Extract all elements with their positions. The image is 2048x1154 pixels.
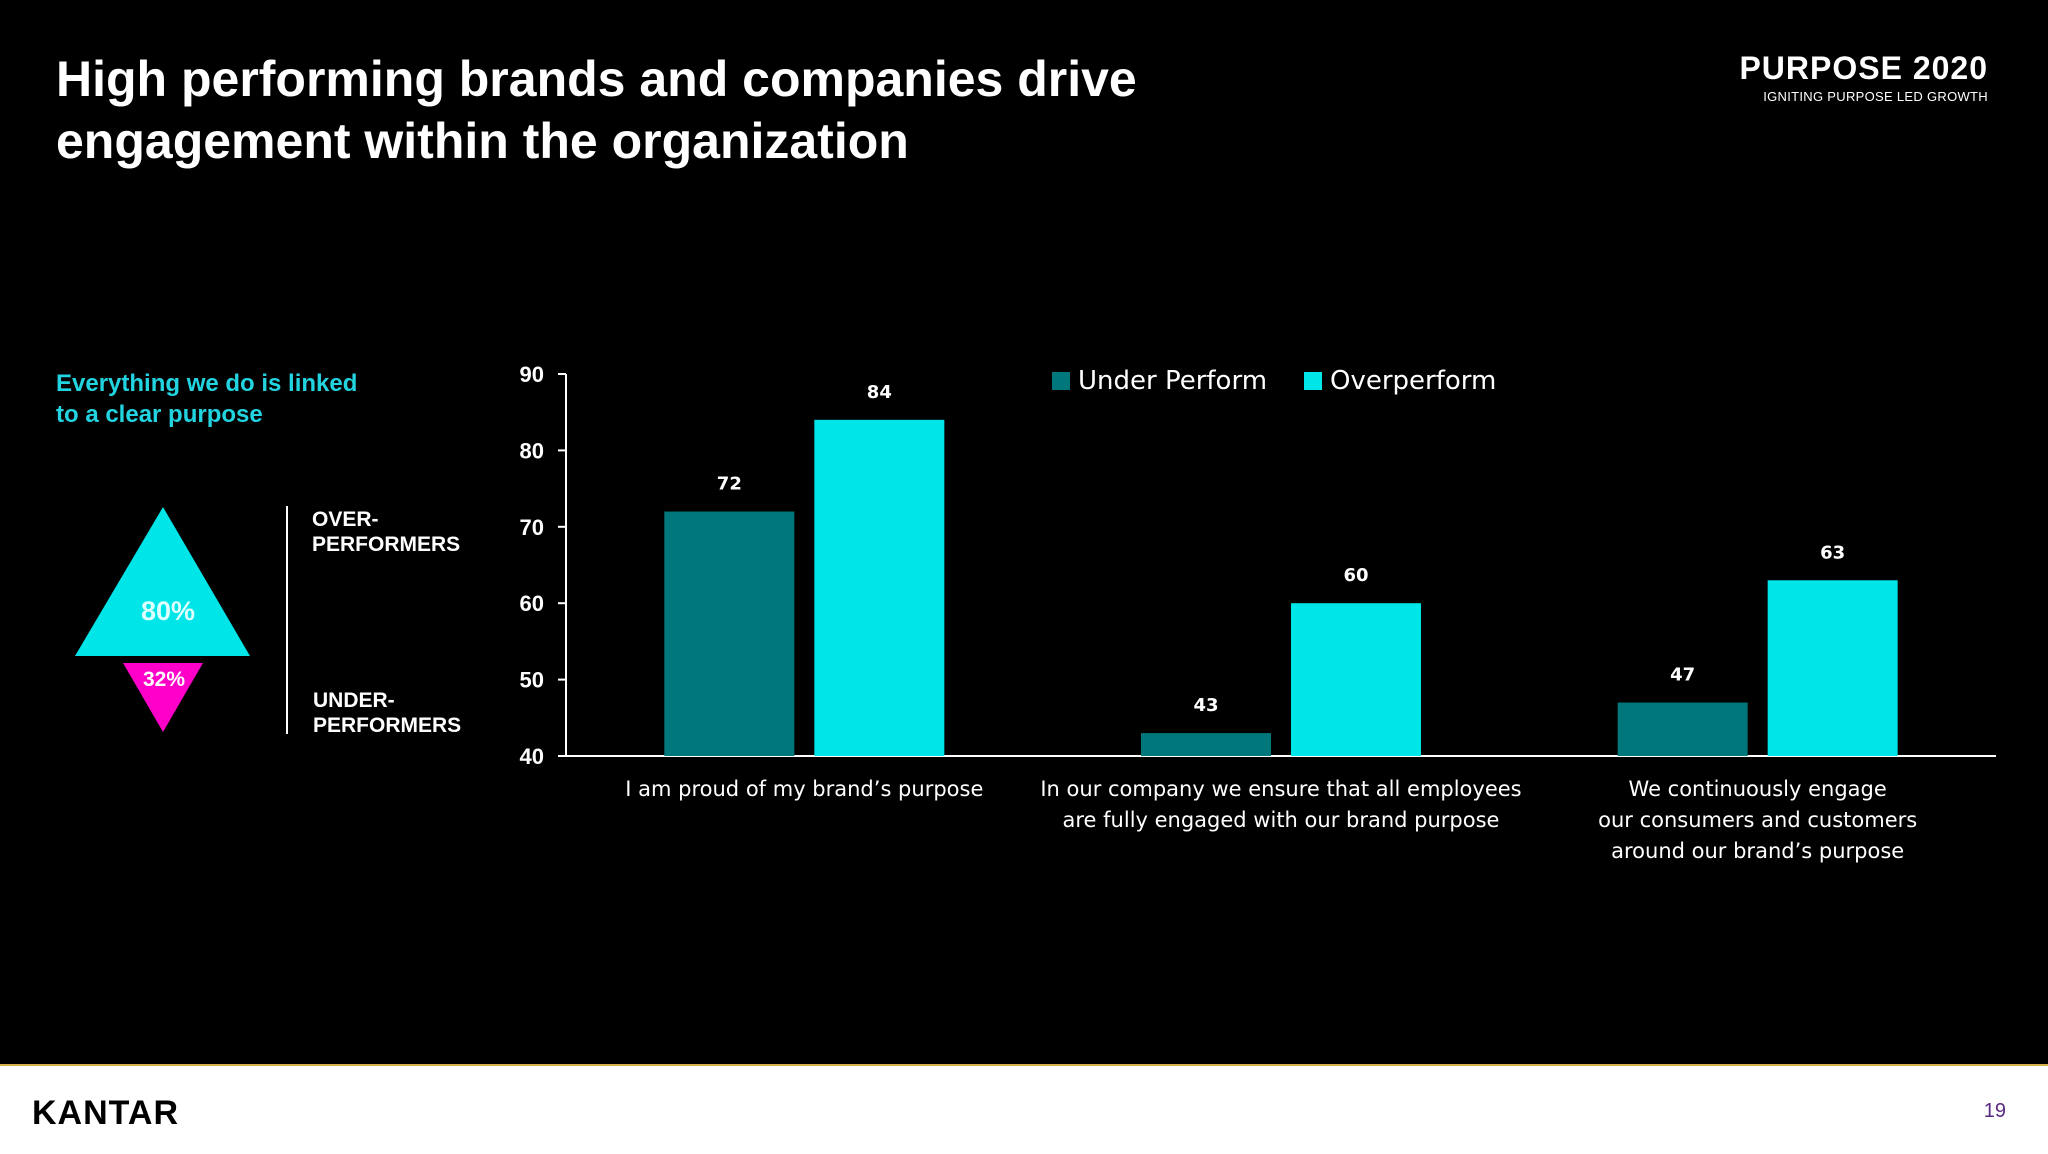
- over-performers-label: OVER- PERFORMERS: [312, 507, 460, 557]
- under-label-1: UNDER-: [313, 689, 395, 712]
- left-heading: Everything we do is linked to a clear pu…: [56, 368, 396, 430]
- page-number: 19: [1983, 1100, 2006, 1122]
- category-label-line: I am proud of my brand’s purpose: [625, 777, 984, 801]
- category-label: We continuously engage our consumers and …: [1498, 774, 2018, 867]
- y-tick-label: 40: [520, 744, 544, 769]
- category-label: I am proud of my brand’s purpose: [544, 774, 1064, 805]
- y-tick-label: 90: [520, 362, 544, 387]
- bar: [1141, 733, 1271, 756]
- bar: [814, 419, 945, 756]
- legend-item-under: Under Perform: [1052, 366, 1267, 396]
- category-label-line: are fully engaged with our brand purpose: [1062, 808, 1500, 832]
- brand-main: PURPOSE 2020: [1739, 50, 1988, 86]
- kantar-logo: KANTAR: [32, 1094, 180, 1132]
- legend-swatch-under: [1052, 372, 1070, 390]
- purpose-2020-logo: PURPOSE 2020 IGNITING PURPOSE LED GROWTH: [1728, 50, 1988, 104]
- y-tick-label: 50: [520, 668, 544, 693]
- divider-line: [286, 506, 288, 734]
- under-performers-label: UNDER- PERFORMERS: [313, 688, 461, 738]
- legend-label-over: Overperform: [1330, 366, 1497, 396]
- data-label: 60: [1343, 565, 1368, 586]
- under-label-2: PERFORMERS: [313, 714, 462, 737]
- bar: [1767, 580, 1898, 756]
- y-tick-label: 70: [520, 515, 544, 540]
- category-label-line: In our company we ensure that all employ…: [1040, 777, 1522, 801]
- legend-swatch-over: [1304, 372, 1322, 390]
- over-label-1: OVER-: [312, 508, 379, 531]
- slide-title: High performing brands and companies dri…: [56, 48, 1356, 172]
- title-line-1: High performing brands and companies dri…: [56, 51, 1137, 107]
- y-tick-label: 80: [520, 438, 544, 463]
- bar: [1617, 702, 1748, 756]
- under-percent: 32%: [142, 668, 186, 691]
- category-label-line: around our brand’s purpose: [1611, 839, 1905, 863]
- data-label: 72: [717, 474, 742, 495]
- data-label: 43: [1193, 695, 1218, 716]
- bar: [1291, 603, 1421, 756]
- category-label: In our company we ensure that all employ…: [1021, 774, 1541, 836]
- legend-label-under: Under Perform: [1078, 366, 1268, 396]
- brand-sub: IGNITING PURPOSE LED GROWTH: [1763, 89, 1988, 104]
- over-percent: 80%: [140, 596, 196, 626]
- data-label: 63: [1820, 542, 1845, 563]
- legend-item-over: Overperform: [1304, 366, 1496, 396]
- data-label: 47: [1670, 665, 1695, 686]
- footer: KANTAR 19: [0, 1064, 2048, 1154]
- bar: [664, 511, 795, 756]
- data-label: 84: [867, 382, 892, 403]
- y-tick-label: 60: [520, 591, 544, 616]
- left-heading-line-1: Everything we do is linked: [56, 370, 358, 397]
- category-label-line: our consumers and customers: [1598, 808, 1918, 832]
- left-heading-line-2: to a clear purpose: [56, 401, 263, 428]
- title-line-2: engagement within the organization: [56, 113, 909, 169]
- over-label-2: PERFORMERS: [312, 533, 461, 556]
- category-label-line: We continuously engage: [1628, 777, 1887, 801]
